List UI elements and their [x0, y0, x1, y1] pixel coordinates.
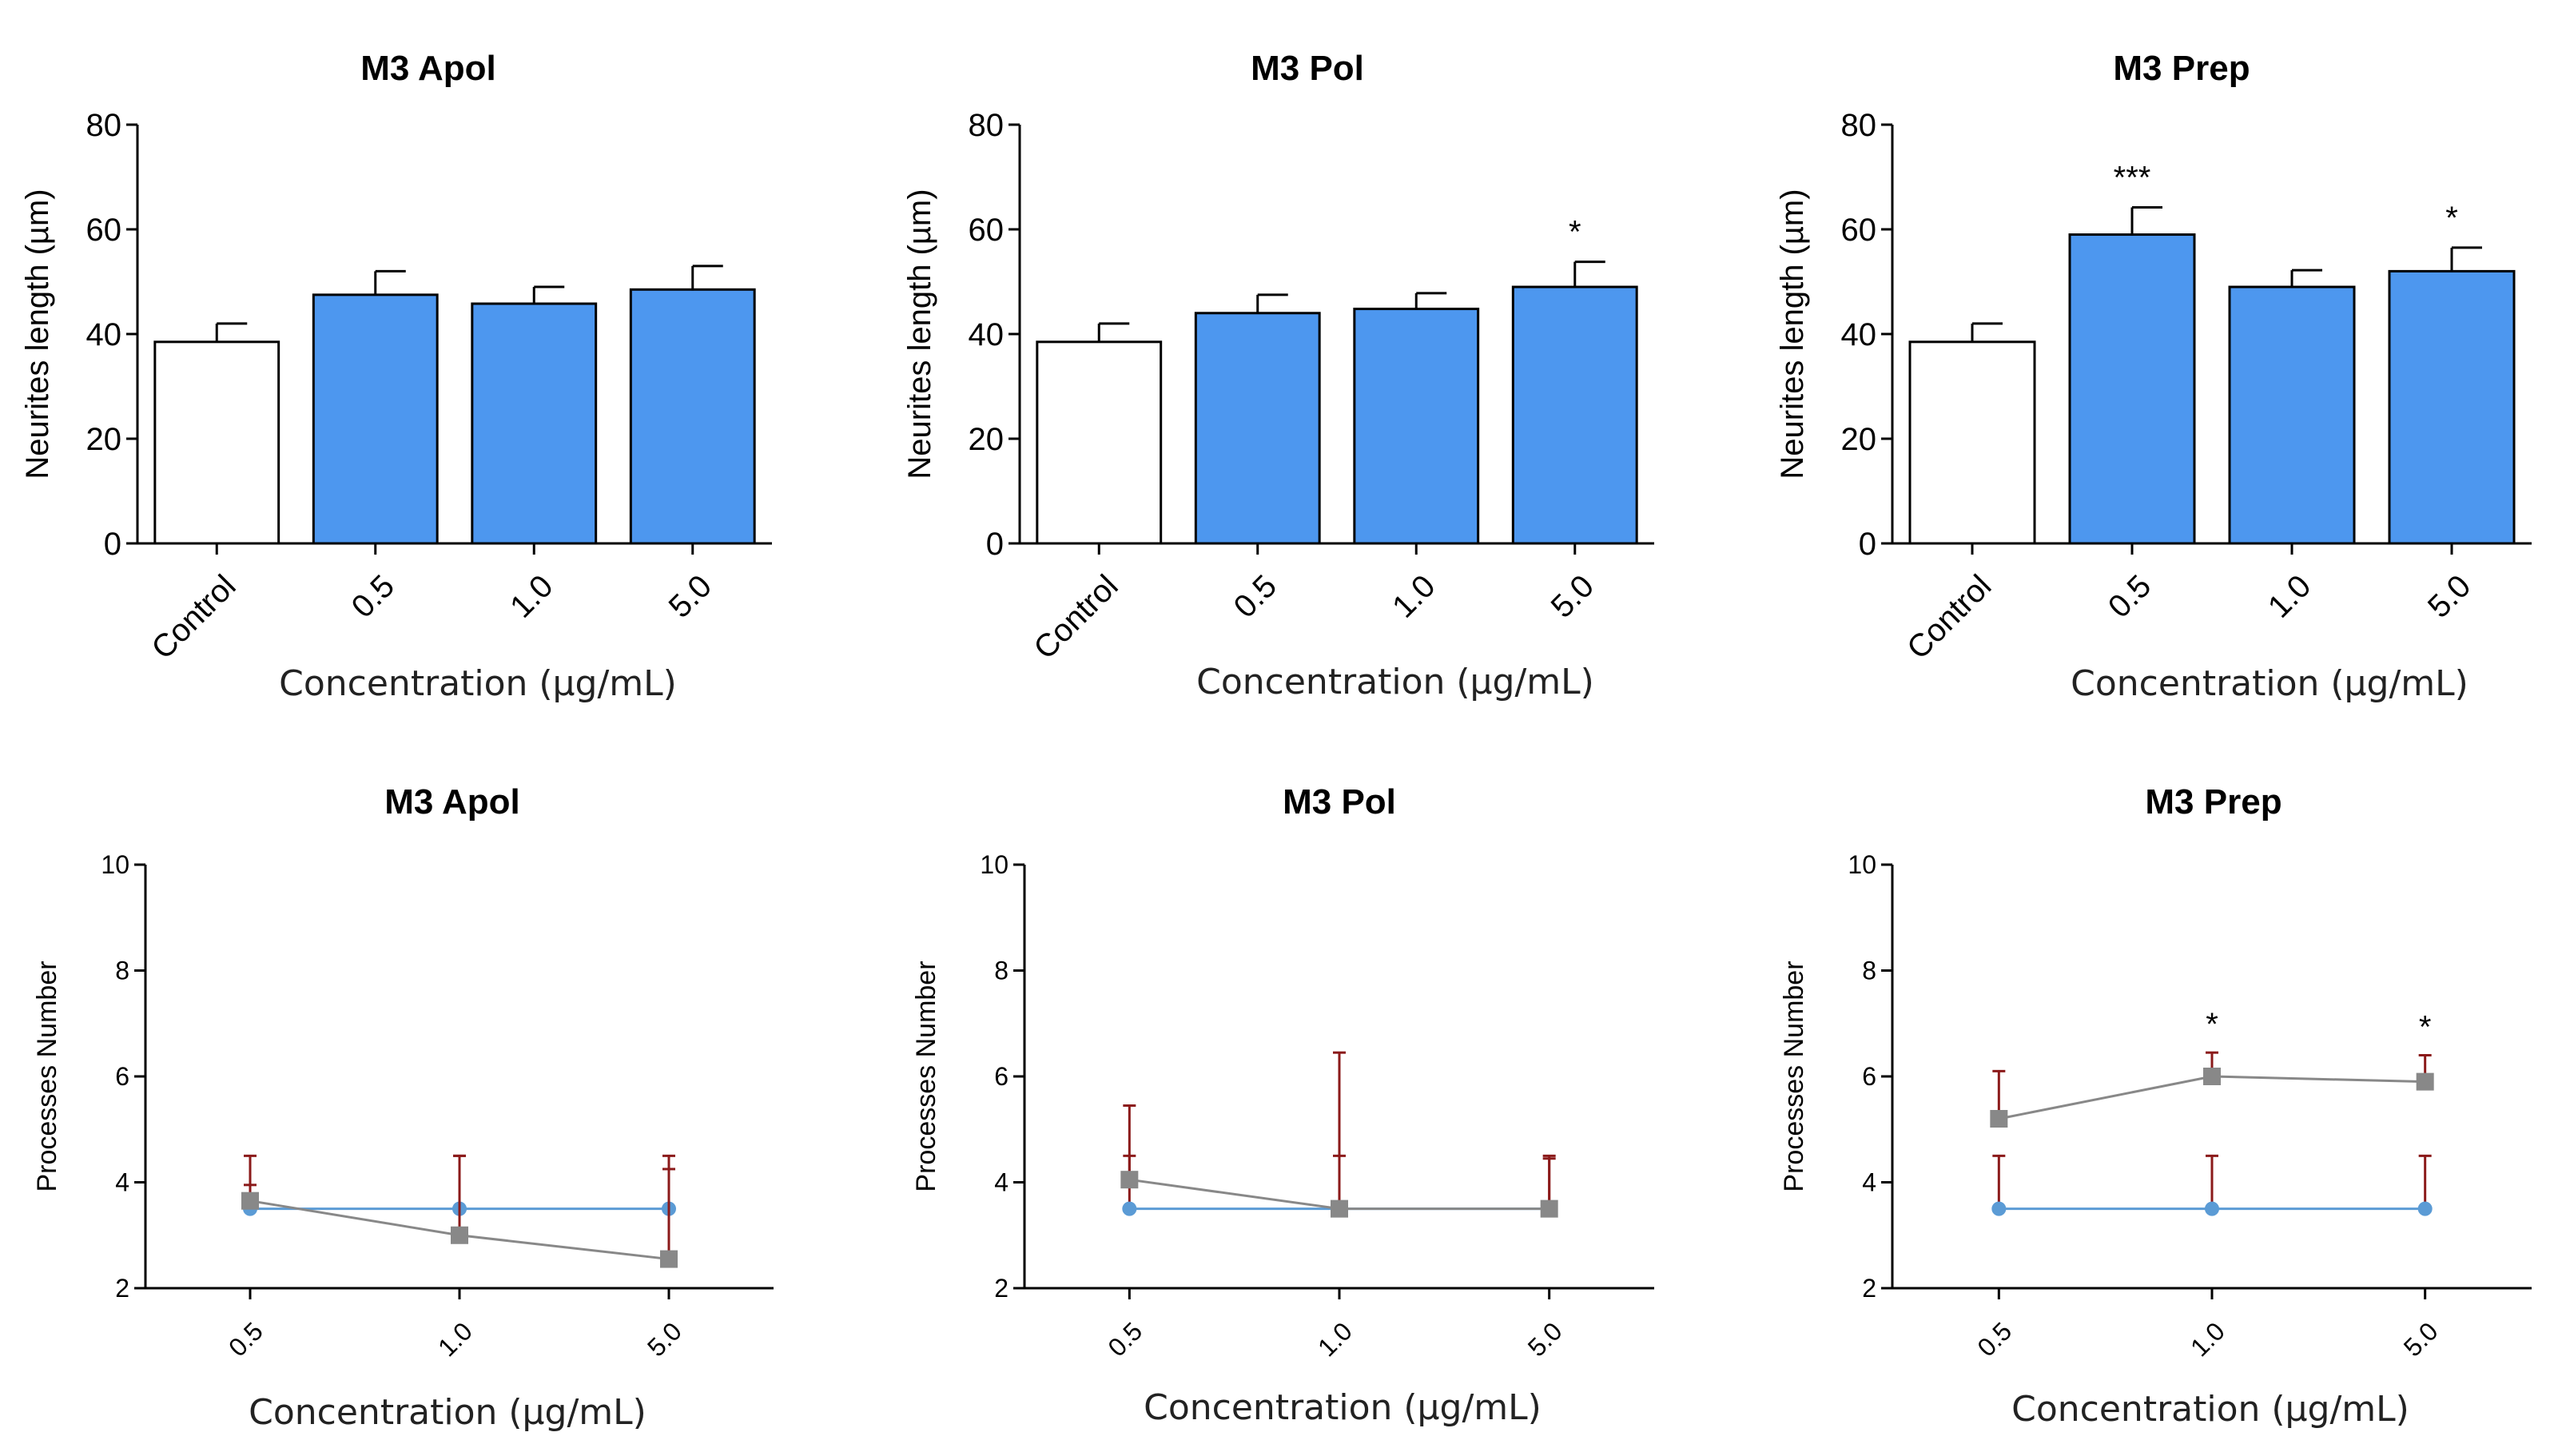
- bar-Control: [1036, 340, 1163, 545]
- y-tick-label: 10: [980, 850, 1008, 879]
- y-tick-label: 40: [1841, 317, 1877, 352]
- x-axis-label: Concentration (µg/mL): [249, 1392, 646, 1433]
- series-treated: [1120, 1051, 1558, 1218]
- y-tick-label: 20: [86, 422, 122, 457]
- y-tick-label: 8: [115, 957, 129, 985]
- chart-title: M3 Prep: [2145, 782, 2282, 821]
- y-axis-label: Neurites length (µm): [20, 189, 55, 479]
- y-tick-label: 40: [86, 317, 122, 352]
- y-tick-label: 4: [115, 1168, 129, 1197]
- y-tick-label: 6: [994, 1062, 1008, 1091]
- bar-Control: [1908, 340, 2036, 545]
- y-tick-label: 2: [115, 1274, 129, 1303]
- x-axis-label: Concentration (µg/mL): [2071, 663, 2469, 704]
- y-tick-label: 20: [969, 422, 1005, 457]
- y-tick-label: 6: [115, 1062, 129, 1091]
- point-marker-circle: [2205, 1201, 2219, 1216]
- bar-0-5: [312, 293, 439, 545]
- x-axis-label: Concentration (µg/mL): [2011, 1389, 2409, 1430]
- bar-Control: [153, 340, 280, 545]
- series-treated: [241, 1154, 678, 1268]
- point-marker-square: [2203, 1068, 2221, 1085]
- y-tick-label: 10: [101, 850, 129, 879]
- y-tick-label: 0: [104, 527, 121, 562]
- y-tick-label: 10: [1848, 850, 1876, 879]
- chart-panel-4: M3 Apol 2 4 6 8 10 Processes Number Concentrati…: [32, 782, 774, 1433]
- y-tick-label: 8: [1862, 957, 1876, 985]
- bar-5-0: [1511, 285, 1638, 545]
- x-axis-label: Concentration (µg/mL): [1196, 662, 1594, 702]
- bar-5-0: [2388, 269, 2516, 545]
- y-tick-label: 0: [986, 527, 1004, 562]
- point-marker-circle: [1122, 1201, 1137, 1216]
- y-axis-label: Processes Number: [32, 961, 62, 1191]
- chart-title: M3 Pol: [1283, 782, 1396, 821]
- chart-title: M3 Apol: [360, 49, 495, 88]
- y-tick-label: 20: [1841, 422, 1877, 457]
- series-treated: [1990, 1051, 2434, 1128]
- x-axis-label: Concentration (µg/mL): [279, 663, 677, 704]
- y-tick-label: 60: [1841, 213, 1877, 248]
- point-marker-square: [1331, 1199, 1348, 1218]
- point-marker-square: [660, 1250, 678, 1268]
- point-marker-square: [241, 1191, 259, 1210]
- chart-title: M3 Apol: [384, 782, 519, 821]
- y-tick-label: 8: [994, 957, 1008, 985]
- significance-marker: *: [2445, 201, 2458, 236]
- chart-panel-3: M3 Prep 0 20 40 60 80 Neurites length (µm) Conc…: [1775, 49, 2532, 704]
- y-axis-label: Processes Number: [911, 961, 941, 1191]
- chart-title: M3 Prep: [2113, 49, 2250, 88]
- significance-marker: *: [1569, 215, 1581, 250]
- point-marker-square: [1540, 1199, 1558, 1218]
- point-marker-square: [1120, 1171, 1139, 1189]
- point-marker-circle: [2417, 1201, 2433, 1216]
- y-tick-label: 60: [86, 213, 122, 248]
- y-tick-label: 80: [86, 108, 122, 143]
- y-tick-label: 2: [1862, 1274, 1876, 1303]
- chart-panel-6: M3 Prep 2 4 6 8 10 Processes Number Concentrati…: [1779, 782, 2532, 1430]
- x-axis-label: Concentration (µg/mL): [1144, 1387, 1542, 1428]
- point-marker-circle: [1991, 1201, 2007, 1216]
- series-control: [1991, 1154, 2433, 1216]
- y-tick-label: 0: [1859, 527, 1876, 562]
- chart-title: M3 Pol: [1251, 49, 1364, 88]
- y-tick-label: 6: [1862, 1062, 1876, 1091]
- bar-0-5: [2068, 233, 2196, 545]
- point-marker-square: [2416, 1072, 2434, 1091]
- y-axis-label: Neurites length (µm): [902, 189, 937, 479]
- bar-1-0: [471, 302, 598, 545]
- significance-marker: *: [2206, 1007, 2218, 1042]
- significance-marker: *: [2419, 1010, 2432, 1045]
- point-marker-square: [451, 1226, 468, 1244]
- y-tick-label: 2: [994, 1274, 1008, 1303]
- bar-5-0: [629, 288, 756, 545]
- significance-marker: ***: [2114, 160, 2151, 195]
- y-tick-label: 40: [969, 317, 1005, 352]
- y-tick-label: 4: [1862, 1168, 1876, 1197]
- y-tick-label: 80: [1841, 108, 1877, 143]
- y-axis-label: Neurites length (µm): [1775, 189, 1810, 479]
- y-tick-label: 60: [969, 213, 1005, 248]
- bar-0-5: [1194, 312, 1321, 545]
- y-axis-label: Processes Number: [1779, 961, 1809, 1191]
- y-tick-label: 80: [969, 108, 1005, 143]
- bar-1-0: [1353, 308, 1480, 545]
- bar-1-0: [2228, 285, 2356, 545]
- point-marker-square: [1990, 1110, 2008, 1128]
- y-tick-label: 4: [994, 1168, 1008, 1197]
